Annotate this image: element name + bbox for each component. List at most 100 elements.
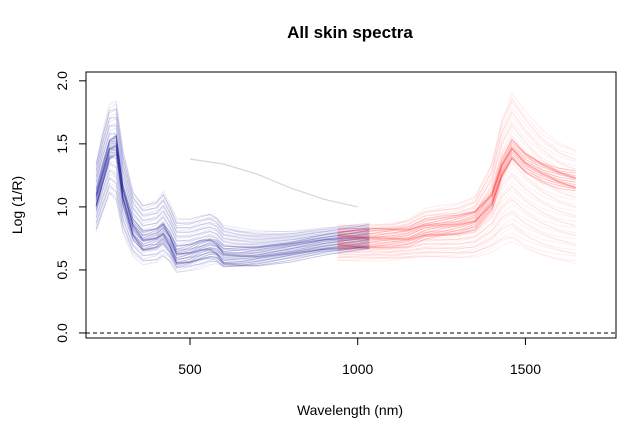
x-axis-label: Wavelength (nm)	[297, 402, 403, 418]
spectrum-curve	[95, 103, 370, 233]
spectrum-curve	[337, 203, 576, 254]
chart-title: All skin spectra	[287, 23, 413, 42]
spectrum-curve	[337, 198, 576, 251]
spectrum-curve	[95, 100, 370, 233]
spectrum-curve	[337, 134, 576, 235]
spectrum-curve	[95, 137, 370, 245]
spectrum-curve	[337, 173, 576, 246]
spectrum-curve	[337, 148, 576, 241]
spectrum-curve	[337, 224, 576, 258]
spectrum-curve	[337, 98, 576, 229]
spectrum-curve	[337, 115, 576, 233]
x-tick-label: 1000	[342, 361, 373, 377]
spectrum-curve	[95, 140, 370, 247]
spectrum-curve	[337, 92, 576, 227]
spectrum-core-curve	[337, 138, 576, 230]
spectrum-core-curve	[95, 135, 370, 253]
spectrum-curve	[95, 182, 370, 266]
spectrum-curve	[337, 129, 576, 236]
spectrum-core-curve	[95, 138, 370, 256]
spectrum-curve	[337, 110, 576, 230]
spectrum-curve	[95, 184, 370, 269]
spectrum-core-curve	[337, 156, 576, 248]
spectrum-curve	[95, 112, 370, 237]
spectrum-core-curve	[95, 141, 370, 257]
spectrum-core-curve	[337, 157, 576, 250]
spectrum-curve	[337, 235, 576, 259]
spectrum-curve	[95, 176, 370, 264]
spectrum-curve	[337, 181, 576, 248]
spectrum-core-curve	[337, 147, 576, 238]
y-tick-label: 0.5	[54, 260, 70, 280]
spectrum-core-curve	[337, 142, 576, 235]
spectrum-curve	[95, 154, 370, 252]
spectrum-curve	[95, 133, 370, 242]
spectrum-curve	[95, 127, 370, 241]
spectrum-curve	[95, 147, 370, 249]
spectrum-curve	[95, 147, 370, 249]
spectrum-curve	[95, 142, 370, 246]
y-tick-label: 1.0	[54, 197, 70, 217]
spectrum-curve	[95, 107, 370, 236]
spectrum-curve	[337, 241, 576, 264]
spectrum-core-curve	[337, 147, 576, 239]
spectrum-curve	[95, 116, 370, 238]
spectrum-curve	[337, 171, 576, 244]
spectrum-curve	[95, 122, 370, 240]
spectrum-curve	[95, 151, 370, 250]
spectrum-curve	[337, 195, 576, 251]
spectrum-core-curve	[95, 134, 370, 250]
spectrum-core-curve	[337, 151, 576, 244]
spectrum-curve	[337, 226, 576, 259]
spectrum-curve	[337, 111, 576, 233]
spectrum-curve	[337, 209, 576, 254]
spectrum-core-curve	[95, 149, 370, 266]
spectrum-core-curve	[337, 139, 576, 233]
spectrum-core-curve	[95, 152, 370, 267]
spectrum-curve	[337, 186, 576, 250]
spectrum-curve	[337, 138, 576, 239]
spectrum-curve	[337, 120, 576, 232]
spectrum-curve	[337, 218, 576, 257]
spectrum-curve	[95, 173, 370, 260]
spectrum-curve	[337, 147, 576, 238]
spectrum-curve	[337, 97, 576, 226]
spectrum-curve	[337, 189, 576, 251]
spectrum-curve	[95, 186, 370, 268]
spectrum-curve	[95, 191, 370, 274]
spectrum-curve	[95, 125, 370, 240]
spectrum-curve	[337, 185, 576, 247]
spectrum-curve	[95, 176, 370, 265]
spectrum-curve	[337, 152, 576, 242]
spectrum-curve	[337, 212, 576, 256]
plot-frame	[85, 71, 617, 339]
spectrum-curve	[337, 123, 576, 234]
outlier-spectrum-curve	[189, 158, 358, 208]
spectrum-curve	[95, 169, 370, 260]
spectrum-core-curve	[337, 145, 576, 237]
y-axis-label: Log (1/R)	[9, 176, 25, 234]
spectrum-core-curve	[337, 155, 576, 247]
spectrum-curve	[337, 124, 576, 236]
spectrum-curve	[95, 184, 370, 269]
spectrum-curve	[95, 169, 370, 259]
spectrum-curve	[337, 162, 576, 244]
spectrum-curve	[95, 168, 370, 258]
spectrum-curve	[95, 162, 370, 256]
spectrum-curve	[337, 211, 576, 254]
spectrum-curve	[95, 190, 370, 271]
spectrum-curve	[95, 132, 370, 244]
spectrum-curve	[95, 162, 370, 255]
spectrum-curve	[337, 101, 576, 231]
spectrum-curve	[337, 106, 576, 230]
spectrum-core-curve	[337, 146, 576, 238]
spectrum-curve	[95, 118, 370, 238]
spectrum-core-curve	[95, 147, 370, 265]
spectrum-core-curve	[95, 144, 370, 262]
spectrum-core-curve	[337, 157, 576, 248]
spectrum-curve	[337, 166, 576, 245]
spectrum-curve	[95, 125, 370, 241]
spectrum-core-curve	[337, 153, 576, 246]
spectrum-curve	[95, 160, 370, 254]
spectrum-curve	[95, 191, 370, 273]
